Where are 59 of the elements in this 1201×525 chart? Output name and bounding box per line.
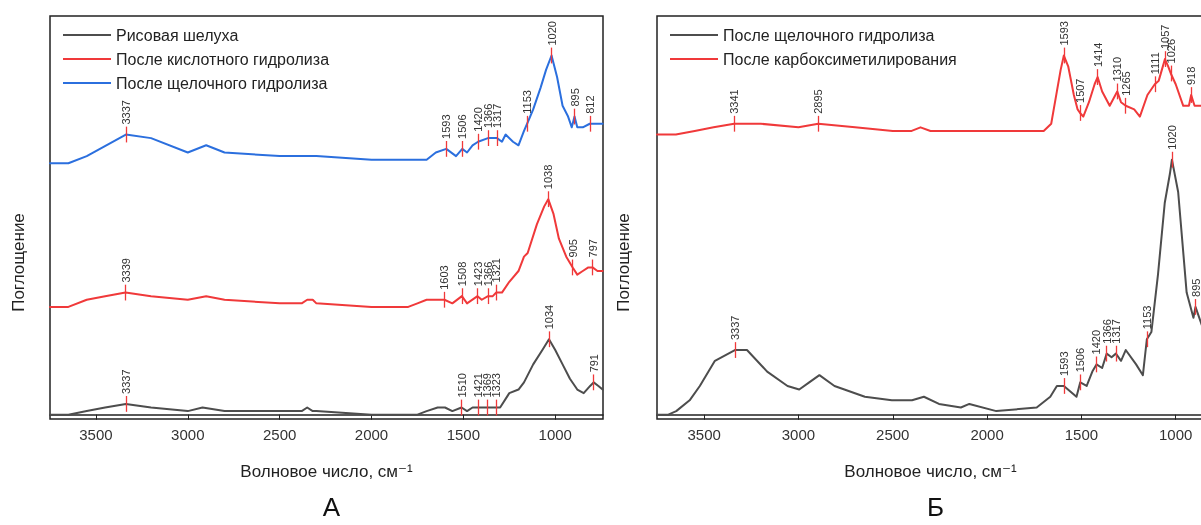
annotation: 3339: [119, 258, 132, 283]
annotation: 812: [583, 95, 596, 114]
annotation: 905: [566, 239, 579, 258]
annotation: 895: [1189, 278, 1201, 297]
legend-label: После карбоксиметилирования: [723, 50, 957, 68]
x-tick-label: 1000: [1159, 426, 1193, 443]
annotation: 1603: [438, 265, 451, 290]
annotation: 918: [1185, 66, 1198, 86]
x-tick-label: 2000: [970, 426, 1004, 443]
annotation: 1111: [1148, 52, 1161, 75]
annotation: 1421: [471, 373, 484, 398]
x-tick-label: 2500: [876, 426, 910, 443]
annotation: 1508: [455, 261, 468, 287]
annotation: 1510: [455, 373, 468, 398]
x-tick-label: 3000: [171, 426, 205, 443]
annotation: 3341: [728, 89, 741, 114]
annotation: 3337: [119, 369, 132, 394]
text: Б: [926, 492, 945, 522]
legend-label: После кислотного гидролиза: [116, 50, 330, 68]
annotation: 1034: [542, 304, 555, 330]
annotation: 2895: [812, 89, 825, 114]
x-tick-label: 2000: [354, 426, 389, 443]
annotation: 791: [587, 354, 600, 373]
annotation: 1593: [440, 114, 453, 139]
annotation: 895: [568, 88, 581, 107]
x-axis-title: Волновое число, см⁻¹: [240, 462, 414, 481]
y-axis-title: Поглощение: [614, 213, 633, 312]
annotation: 1506: [456, 114, 469, 139]
annotation: 1020: [1165, 125, 1178, 150]
annotation: 1366: [1100, 319, 1113, 344]
y-axis-title: Поглощение: [9, 213, 28, 312]
annotation: 1020: [545, 21, 558, 46]
annotation: 1369: [481, 373, 494, 398]
text: А: [322, 492, 341, 522]
annotation: 3337: [728, 315, 741, 341]
annotation: 1506: [1074, 347, 1087, 373]
annotation: 1038: [542, 164, 555, 190]
legend-label: Рисовая шелуха: [116, 26, 239, 44]
annotation: 1593: [1057, 21, 1070, 46]
annotation: 3337: [119, 100, 132, 125]
annotation: 797: [586, 239, 599, 258]
annotation: 1593: [1057, 351, 1070, 376]
x-tick-label: 3500: [79, 426, 113, 443]
annotation: 1310: [1111, 56, 1124, 82]
annotation: 1507: [1074, 78, 1087, 103]
x-tick-label: 3500: [687, 426, 721, 443]
annotation: 1420: [1090, 329, 1103, 355]
x-tick-label: 1500: [446, 426, 481, 443]
x-tick-label: 2500: [262, 426, 297, 443]
x-tick-label: 1500: [1064, 426, 1099, 443]
x-tick-label: 1000: [538, 426, 572, 443]
annotation: 1423: [471, 261, 484, 287]
x-axis-title: Волновое число, см⁻¹: [844, 462, 1018, 481]
x-tick-label: 3000: [781, 426, 816, 443]
annotation: 1153: [521, 90, 534, 114]
annotation: 1153: [1140, 305, 1153, 330]
legend-label: После щелочного гидролиза: [116, 74, 328, 92]
legend-label: После щелочного гидролиза: [723, 26, 935, 44]
annotation: 1414: [1091, 42, 1104, 68]
